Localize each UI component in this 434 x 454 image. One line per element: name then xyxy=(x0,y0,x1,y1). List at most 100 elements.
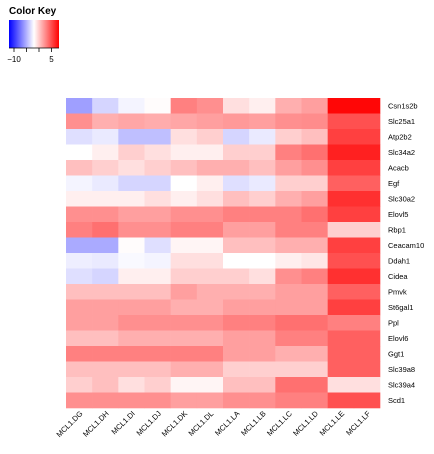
row-label: Slc39a8 xyxy=(388,365,415,374)
heatmap-cell xyxy=(66,222,93,238)
column-label: MCL1.LB xyxy=(239,409,267,437)
heatmap-cell xyxy=(66,392,93,409)
heatmap-cell xyxy=(144,346,171,362)
heatmap-cell xyxy=(170,98,198,114)
heatmap-cell xyxy=(275,98,302,114)
heatmap-cell xyxy=(275,361,302,378)
heatmap-cell xyxy=(144,377,171,393)
heatmap-cell xyxy=(92,98,119,114)
heatmap-cell xyxy=(327,144,355,161)
heatmap-cell xyxy=(170,392,198,409)
heatmap-cell xyxy=(249,191,276,207)
heatmap-cell xyxy=(327,175,355,192)
column-label: MCL1.LD xyxy=(291,409,320,438)
heatmap-cell xyxy=(196,144,224,161)
heatmap-cell xyxy=(144,253,171,269)
heatmap-cell xyxy=(223,361,250,378)
heatmap-cell xyxy=(196,268,224,285)
heatmap-cell xyxy=(301,330,328,347)
heatmap-cell xyxy=(301,113,328,130)
heatmap-cell xyxy=(275,315,302,331)
row-label: Ggt1 xyxy=(388,349,404,358)
heatmap-cell xyxy=(301,268,328,285)
heatmap-cell xyxy=(92,268,119,285)
heatmap-cell xyxy=(170,330,198,347)
heatmap-cell xyxy=(327,113,355,130)
heatmap-cell xyxy=(196,191,224,207)
heatmap-cell xyxy=(118,129,145,145)
heatmap-cell xyxy=(170,237,198,254)
heatmap-cell xyxy=(92,377,119,393)
heatmap-cell xyxy=(118,346,145,362)
heatmap-cell xyxy=(223,377,250,393)
heatmap-cell xyxy=(196,98,224,114)
heatmap-cell xyxy=(118,315,145,331)
heatmap-cell xyxy=(196,315,224,331)
heatmap-cell xyxy=(118,237,145,254)
heatmap-cell xyxy=(353,237,381,254)
heatmap-cell xyxy=(196,392,224,409)
heatmap-cell xyxy=(353,175,381,192)
color-key-axis: −10 5 xyxy=(7,47,59,64)
heatmap-cell xyxy=(327,206,355,223)
row-label: Acacb xyxy=(388,163,409,172)
heatmap-cell xyxy=(327,330,355,347)
heatmap-cell xyxy=(275,237,302,254)
row-label: Ppl xyxy=(388,318,399,327)
heatmap-cell xyxy=(144,222,171,238)
heatmap-cell xyxy=(301,315,328,331)
heatmap-cell xyxy=(118,268,145,285)
heatmap-cell xyxy=(118,113,145,130)
heatmap-cell xyxy=(301,392,328,409)
heatmap-cell xyxy=(92,175,119,192)
heatmap-cell xyxy=(170,191,198,207)
heatmap-cell xyxy=(223,392,250,409)
heatmap-cell xyxy=(301,253,328,269)
heatmap-cell xyxy=(118,361,145,378)
heatmap-cell xyxy=(327,315,355,331)
heatmap-cell xyxy=(118,330,145,347)
row-label: Cidea xyxy=(388,272,408,281)
heatmap-cell xyxy=(275,299,302,316)
color-key: Color Key −10 5 xyxy=(7,6,59,64)
heatmap-cell xyxy=(196,377,224,393)
heatmap-cell xyxy=(301,191,328,207)
row-label: Csn1s2b xyxy=(388,101,418,110)
heatmap-cell xyxy=(223,191,250,207)
heatmap-cell xyxy=(196,361,224,378)
row-label: Elovl6 xyxy=(388,334,408,343)
heatmap-cell xyxy=(301,98,328,114)
heatmap-cell xyxy=(196,237,224,254)
heatmap-cell xyxy=(223,222,250,238)
heatmap-cell xyxy=(170,268,198,285)
row-labels: Csn1s2b Slc25a1 Atp2b2 Slc34a2 Acacb Egf Slc30… xyxy=(388,101,424,405)
heatmap-cell xyxy=(196,160,224,176)
heatmap-cell xyxy=(66,268,93,285)
heatmap-cell xyxy=(327,191,355,207)
heatmap-cell xyxy=(353,392,381,409)
heatmap-cell xyxy=(301,144,328,161)
heatmap-cell xyxy=(249,98,276,114)
heatmap-cell xyxy=(118,144,145,161)
heatmap-cell xyxy=(353,346,381,362)
heatmap-cell xyxy=(92,129,119,145)
heatmap-cell xyxy=(275,377,302,393)
heatmap-cell xyxy=(170,144,198,161)
heatmap-cell xyxy=(144,206,171,223)
heatmap-cell xyxy=(144,237,171,254)
heatmap-cell xyxy=(92,237,119,254)
heatmap-cell xyxy=(353,206,381,223)
heatmap-cell xyxy=(66,160,93,176)
heatmap-cell xyxy=(144,98,171,114)
heatmap-cell xyxy=(223,346,250,362)
heatmap-cell xyxy=(353,330,381,347)
heatmap-cell xyxy=(327,222,355,238)
heatmap-cell xyxy=(353,284,381,300)
heatmap-cell xyxy=(118,98,145,114)
heatmap-cell xyxy=(223,299,250,316)
heatmap-cell xyxy=(170,299,198,316)
heatmap-cell xyxy=(170,175,198,192)
heatmap-cell xyxy=(353,268,381,285)
row-label: Atp2b2 xyxy=(388,132,412,141)
